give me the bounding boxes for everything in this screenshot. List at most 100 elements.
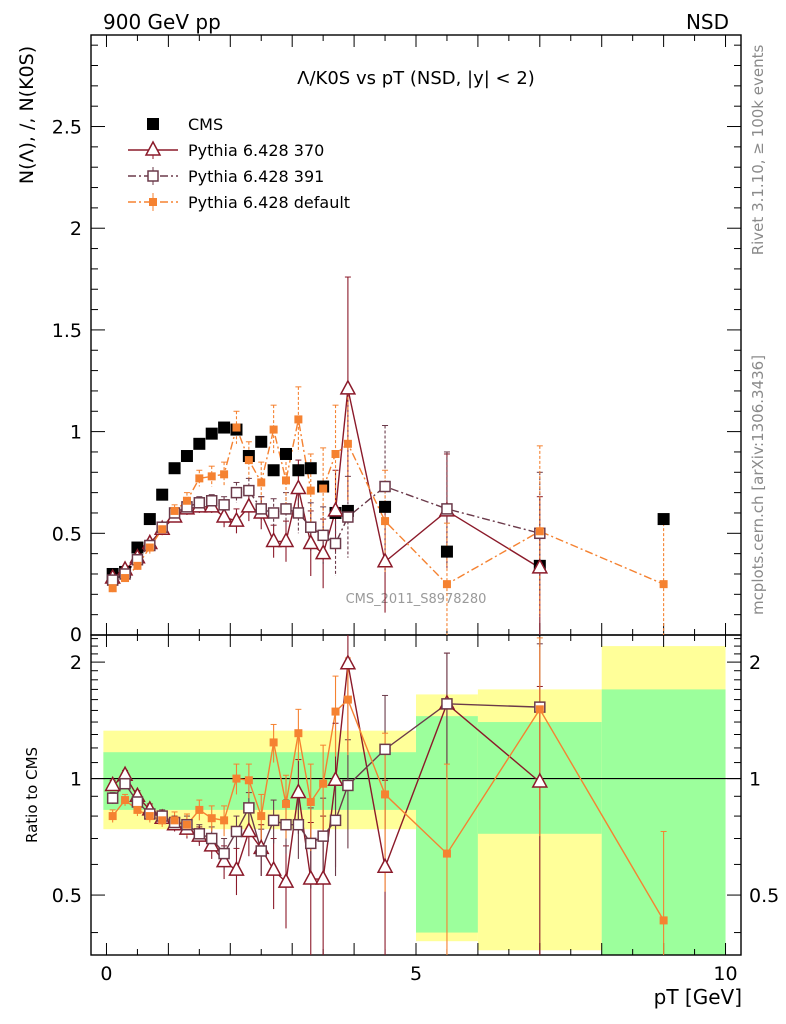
data-point [232,774,241,783]
data-point [158,525,167,534]
data-point [106,574,119,586]
data-point [535,705,544,714]
data-point [193,437,206,450]
data-point [205,832,218,845]
data-point [143,513,156,526]
data-point [228,511,245,527]
data-point [327,501,344,517]
data-point [182,496,191,505]
data-point [282,476,290,485]
legend-entry-label: Pythia 6.428 391 [188,167,324,186]
data-point [290,478,307,495]
y-axis-label-ratio: Ratio to CMS [23,747,41,843]
data-point [331,707,340,716]
ratio-y-tick-label: 1 [70,769,82,791]
data-point [535,527,544,536]
data-point [317,529,329,542]
data-point [343,439,352,448]
data-point [304,462,317,475]
green-band-0 [103,752,416,810]
data-point [302,869,320,885]
mcplots-label: mcplots.cern.ch [arXiv:1306.3436] [749,355,767,615]
data-point [329,814,342,827]
data-point [106,792,119,804]
data-point [218,421,231,434]
ratio-y-tick-label: 2 [70,652,82,674]
data-point [314,544,332,560]
data-point [119,777,131,790]
ratio-plot-marks [104,635,668,955]
data-point [133,561,142,570]
data-point [195,474,204,483]
data-point [659,580,668,589]
data-point [292,818,305,831]
data-point [659,916,668,925]
data-point [442,849,451,858]
y-tick-label: 2.5 [52,117,82,139]
data-point [267,814,280,827]
data-point [170,816,179,825]
data-point [207,814,216,823]
series-line-3 [112,419,664,589]
data-point [381,790,390,799]
data-point [193,497,206,509]
data-point [305,521,317,533]
data-point [121,796,130,805]
data-point [220,816,229,825]
data-point [215,852,233,868]
data-point [193,828,206,840]
ratio-y-tick-label-right: 1 [749,769,761,791]
data-point [243,484,255,497]
data-point [305,837,317,850]
data-point [145,812,154,821]
data-point [205,427,218,440]
x-tick-label: 0 [100,963,112,985]
legend-entry-label: CMS [188,115,223,134]
y-tick-label-zero: 0 [70,624,82,646]
data-point [327,770,344,787]
data-point [230,486,243,499]
header-right-label: NSD [686,10,729,34]
data-point [292,507,305,519]
data-point [280,447,292,460]
data-point [343,695,352,704]
legend-marker [147,170,159,182]
legend-marker [149,198,157,206]
y-tick-label: 1.5 [52,320,82,342]
x-axis-label: pT [GeV] [654,985,742,1009]
data-point [244,456,253,465]
data-point [205,495,218,507]
axis-ticks: 0 5 10 0.5 1 1.5 2 2.5 0 0.5 0.5 1 1 2 2 [52,35,779,985]
data-point [170,506,179,515]
data-point [269,738,278,747]
data-point [255,845,267,857]
data-point [121,574,130,583]
data-point [218,499,230,511]
data-point [381,517,390,526]
data-point [292,464,305,477]
data-point [267,464,280,477]
x-tick-label: 10 [713,963,737,985]
legend-marker [147,118,159,130]
data-point [282,799,290,808]
data-point [376,552,394,568]
data-point [182,820,191,829]
ratio-y-tick-label-right: 2 [749,652,761,674]
data-point [156,488,169,501]
legend-entry-label: Pythia 6.428 default [188,193,350,212]
data-point [240,821,258,838]
data-point [255,503,267,515]
data-point [265,531,282,548]
data-point [257,478,266,487]
rivet-version-label: Rivet 3.1.10, ≥ 100k events [749,45,767,256]
data-point [158,816,167,825]
data-point [280,818,292,831]
data-point [317,830,329,842]
data-point [220,470,229,479]
data-point [440,545,453,558]
data-point [240,497,258,513]
data-point [379,743,391,756]
data-point [379,500,392,513]
legend: CMS Pythia 6.428 370 Pythia 6.428 391 Pythi… [128,115,350,212]
data-point [441,698,453,710]
